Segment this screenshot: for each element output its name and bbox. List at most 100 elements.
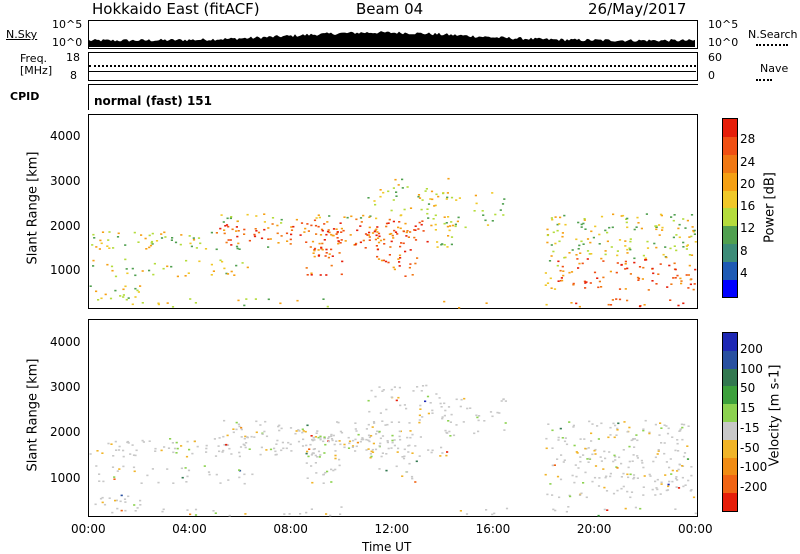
data-cell (436, 246, 439, 248)
data-cell (378, 431, 381, 434)
data-cell (267, 238, 270, 240)
data-cell (426, 240, 429, 243)
data-cell (668, 264, 671, 267)
data-cell (189, 513, 192, 516)
data-cell (628, 445, 631, 448)
data-cell (255, 420, 258, 423)
data-cell (103, 503, 107, 506)
data-cell (390, 388, 393, 391)
data-cell (609, 434, 612, 436)
data-cell (483, 420, 486, 422)
data-cell (96, 450, 99, 452)
data-cell (596, 425, 599, 427)
data-cell (101, 452, 104, 454)
data-cell (427, 412, 430, 415)
data-cell (616, 254, 619, 257)
data-cell (597, 514, 600, 517)
colorbar-swatch (723, 368, 737, 387)
data-cell (114, 275, 118, 278)
data-cell (409, 231, 412, 233)
data-cell (336, 421, 339, 423)
data-cell (369, 215, 372, 217)
data-cell (579, 456, 582, 458)
data-cell (556, 475, 560, 478)
data-cell (557, 280, 560, 282)
data-cell (379, 442, 382, 445)
data-cell (481, 210, 484, 212)
data-cell (588, 420, 591, 423)
data-cell (651, 488, 654, 491)
power-panel (88, 114, 698, 309)
y-tick-label: 3000 (50, 173, 81, 188)
data-cell (399, 245, 402, 248)
data-cell (92, 265, 95, 267)
data-cell (491, 415, 494, 418)
data-cell (443, 300, 446, 303)
data-cell (624, 507, 627, 510)
data-cell (185, 481, 188, 483)
data-cell (672, 236, 675, 239)
data-cell (277, 242, 280, 244)
data-cell (687, 274, 690, 276)
data-cell (190, 245, 193, 248)
data-cell (668, 480, 671, 483)
data-cell (397, 396, 400, 399)
data-cell (417, 194, 421, 196)
data-cell (301, 431, 304, 434)
data-cell (591, 423, 594, 425)
data-cell (609, 270, 612, 273)
data-cell (89, 453, 92, 455)
data-cell (116, 507, 119, 510)
data-cell (324, 443, 327, 446)
data-cell (348, 442, 351, 445)
data-cell (618, 456, 621, 459)
data-cell (417, 228, 420, 230)
data-cell (218, 437, 221, 439)
data-cell (665, 461, 668, 463)
data-cell (559, 478, 563, 481)
data-cell (116, 470, 119, 472)
data-cell (571, 474, 574, 477)
data-cell (690, 214, 694, 216)
data-cell (559, 269, 562, 272)
data-cell (549, 483, 552, 485)
data-cell (213, 438, 216, 440)
data-cell (551, 447, 554, 449)
data-cell (361, 437, 364, 439)
data-cell (397, 258, 400, 260)
data-cell (305, 241, 308, 243)
data-cell (568, 271, 571, 274)
data-cell (462, 421, 465, 423)
data-cell (621, 214, 625, 217)
data-cell (98, 473, 101, 475)
data-cell (393, 439, 396, 441)
data-cell (371, 448, 374, 451)
data-cell (136, 507, 139, 509)
data-cell (554, 242, 557, 245)
data-cell (390, 447, 393, 449)
data-cell (354, 450, 357, 452)
colorbar-swatch (723, 333, 737, 352)
data-cell (572, 282, 575, 285)
data-cell (649, 475, 652, 477)
data-cell (278, 424, 281, 427)
data-cell (502, 398, 505, 401)
data-cell (325, 248, 328, 251)
data-cell (226, 273, 230, 275)
data-cell (430, 190, 434, 193)
data-cell (170, 265, 173, 268)
data-cell (222, 221, 225, 223)
data-cell (173, 447, 177, 450)
data-cell (439, 455, 442, 457)
data-cell (618, 298, 622, 301)
data-cell (676, 439, 679, 441)
data-cell (230, 270, 233, 273)
data-cell (379, 437, 382, 440)
data-cell (180, 234, 183, 236)
data-cell (549, 277, 552, 280)
data-cell (551, 494, 554, 496)
data-cell (227, 239, 230, 241)
data-cell (426, 212, 429, 215)
data-cell (673, 245, 676, 247)
data-cell (322, 473, 325, 476)
